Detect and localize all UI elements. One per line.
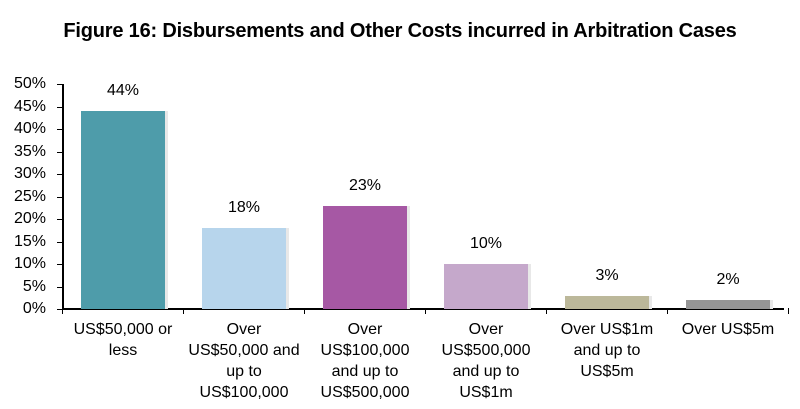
bar: [444, 264, 528, 309]
y-tick: [57, 174, 63, 175]
data-label: 18%: [227, 199, 261, 216]
category-label-line: Over US$1m: [560, 321, 654, 338]
y-tick-label: 0%: [22, 300, 46, 317]
x-tick: [62, 308, 63, 314]
y-tick-label: 20%: [13, 210, 46, 227]
y-tick: [57, 197, 63, 198]
y-tick: [57, 152, 63, 153]
category-label-line: less: [108, 342, 138, 359]
x-tick: [304, 308, 305, 314]
bar: [565, 295, 649, 309]
category-label-line: US$50,000 and: [188, 342, 300, 359]
category-label-line: US$100,000: [320, 342, 410, 359]
data-label: 2%: [716, 271, 740, 288]
category-label-line: up to: [226, 363, 262, 380]
x-axis: [62, 308, 784, 310]
y-tick-label: 5%: [22, 277, 46, 295]
y-tick: [57, 287, 63, 288]
category-label: Over US$500,000 and up to US$1m: [425, 319, 547, 403]
category-label-line: Over US$5m: [681, 321, 775, 338]
category-label-line: US$500,000: [320, 384, 410, 401]
category-label-line: and up to: [331, 363, 399, 380]
y-axis: [62, 84, 64, 310]
category-label: Over US$50,000 and up to US$100,000: [183, 319, 305, 403]
y-tick: [57, 242, 63, 243]
data-label: 10%: [469, 235, 503, 252]
category-label: Over US$100,000 and up to US$500,000: [304, 319, 426, 403]
y-tick: [57, 219, 63, 220]
y-tick: [57, 129, 63, 130]
y-tick-label: 25%: [13, 187, 46, 205]
y-tick-label: 50%: [13, 75, 46, 92]
data-label: 3%: [595, 266, 619, 284]
y-tick: [57, 309, 63, 310]
y-tick-label: 10%: [13, 255, 46, 272]
category-label-line: US$100,000: [199, 384, 289, 401]
y-tick-label: 30%: [13, 165, 46, 182]
category-label-line: US$5m: [580, 363, 634, 380]
category-label: US$50,000 or less: [62, 319, 184, 361]
category-label-line: US$50,000 or: [73, 321, 173, 338]
data-label: 23%: [348, 176, 382, 194]
bar: [323, 205, 407, 309]
category-label-line: US$1m: [459, 384, 513, 401]
category-label-line: Over: [226, 321, 262, 338]
x-tick: [788, 308, 789, 314]
x-tick: [425, 308, 426, 314]
x-tick: [667, 308, 668, 314]
category-label-line: Over: [468, 321, 504, 338]
bar: [686, 300, 770, 309]
category-label-line: and up to: [573, 342, 641, 359]
y-tick-label: 40%: [13, 120, 46, 137]
y-tick: [57, 84, 63, 85]
y-tick-label: 45%: [13, 97, 46, 115]
category-label-line: and up to: [452, 363, 520, 380]
category-label: Over US$5m: [667, 319, 789, 340]
x-tick: [546, 308, 547, 314]
y-tick: [57, 107, 63, 108]
x-tick: [183, 308, 184, 314]
bar: [81, 111, 165, 309]
category-label: Over US$1m and up to US$5m: [546, 319, 668, 382]
category-label-line: US$500,000: [441, 342, 531, 359]
y-tick: [57, 264, 63, 265]
data-label: 44%: [106, 82, 140, 99]
bar: [202, 228, 286, 309]
chart-title: Figure 16: Disbursements and Other Costs…: [63, 20, 737, 42]
y-tick-label: 35%: [13, 142, 46, 160]
y-tick-label: 15%: [13, 232, 46, 250]
category-label-line: Over: [347, 321, 383, 338]
